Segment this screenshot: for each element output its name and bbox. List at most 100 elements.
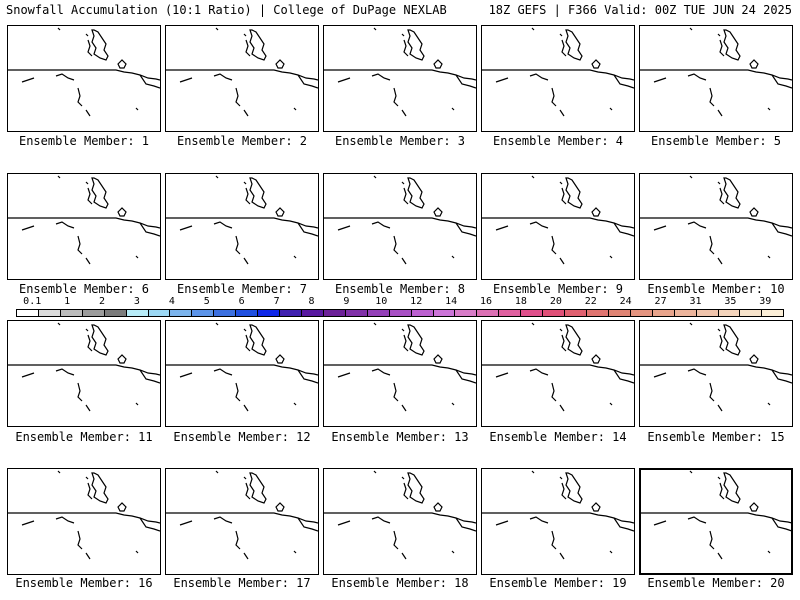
snowfall-color-scale <box>16 309 784 317</box>
legend-swatch <box>630 310 653 316</box>
ensemble-map-panel <box>7 468 161 575</box>
legend-swatch <box>565 310 587 316</box>
legend-swatch <box>477 310 500 316</box>
ensemble-map-panel <box>481 25 635 132</box>
legend-swatch <box>104 310 127 316</box>
legend-tick-label: 1 <box>64 296 71 307</box>
ensemble-map-panel <box>323 468 477 575</box>
ensemble-map-panel <box>165 320 319 427</box>
legend-tick-label: 24 <box>619 296 632 307</box>
legend-tick-label: 6 <box>238 296 245 307</box>
ensemble-member-label: Ensemble Member: 20 <box>647 576 785 590</box>
ensemble-map-panel <box>639 173 793 280</box>
legend-tick-label: 3 <box>133 296 140 307</box>
ensemble-member-label: Ensemble Member: 7 <box>176 282 308 296</box>
map-title: Snowfall Accumulation (10:1 Ratio) | Col… <box>6 3 447 17</box>
ensemble-map-panel <box>323 320 477 427</box>
ensemble-member-label: Ensemble Member: 13 <box>331 430 469 444</box>
legend-tick-label: 4 <box>168 296 175 307</box>
legend-swatch <box>608 310 631 316</box>
coastline-map <box>640 470 792 560</box>
legend-tick-label: 20 <box>549 296 562 307</box>
legend-swatch <box>82 310 105 316</box>
ensemble-member-label: Ensemble Member: 12 <box>173 430 311 444</box>
legend-tick-label: 12 <box>410 296 423 307</box>
legend-swatch <box>499 310 522 316</box>
ensemble-member-label: Ensemble Member: 3 <box>334 134 466 148</box>
coastline-map <box>482 322 634 412</box>
legend-swatch <box>323 310 346 316</box>
coastline-map <box>166 470 318 560</box>
ensemble-member-label: Ensemble Member: 15 <box>647 430 785 444</box>
legend-swatch <box>170 310 193 316</box>
coastline-map <box>8 175 160 265</box>
legend-swatch <box>60 310 83 316</box>
coastline-map <box>482 470 634 560</box>
coastline-map <box>166 175 318 265</box>
legend-tick-label: 22 <box>584 296 597 307</box>
legend-tick-label: 9 <box>343 296 350 307</box>
legend-swatch <box>389 310 412 316</box>
legend-swatch <box>543 310 566 316</box>
coastline-map <box>640 175 792 265</box>
legend-swatch <box>38 310 61 316</box>
legend-swatch <box>521 310 544 316</box>
legend-tick-label: 2 <box>99 296 106 307</box>
legend-tick-label: 8 <box>308 296 315 307</box>
legend-swatch <box>126 310 149 316</box>
coastline-map <box>324 175 476 265</box>
legend-tick-label: 31 <box>689 296 702 307</box>
legend-tick-label: 27 <box>654 296 667 307</box>
legend-tick-label: 10 <box>375 296 388 307</box>
coastline-map <box>324 27 476 117</box>
coastline-map <box>324 322 476 412</box>
legend-tick-label: 5 <box>203 296 210 307</box>
legend-swatch <box>301 310 324 316</box>
ensemble-map-panel <box>7 25 161 132</box>
ensemble-map-panel <box>323 25 477 132</box>
legend-swatch <box>586 310 609 316</box>
legend-swatch <box>455 310 478 316</box>
legend-swatch <box>214 310 237 316</box>
legend-swatch <box>652 310 675 316</box>
ensemble-member-label: Ensemble Member: 16 <box>15 576 153 590</box>
ensemble-member-label: Ensemble Member: 9 <box>492 282 624 296</box>
legend-tick-label: 7 <box>273 296 280 307</box>
legend-swatch <box>236 310 259 316</box>
ensemble-member-label: Ensemble Member: 18 <box>331 576 469 590</box>
legend-swatch <box>17 310 39 316</box>
legend-tick-label: 18 <box>514 296 527 307</box>
ensemble-map-panel <box>481 320 635 427</box>
legend-tick-label: 0.1 <box>23 296 42 307</box>
ensemble-map-panel <box>639 320 793 427</box>
legend-swatch <box>367 310 390 316</box>
coastline-map <box>166 322 318 412</box>
ensemble-member-label: Ensemble Member: 19 <box>489 576 627 590</box>
ensemble-member-label: Ensemble Member: 11 <box>15 430 153 444</box>
ensemble-map-panel <box>323 173 477 280</box>
legend-swatch <box>718 310 741 316</box>
ensemble-map-panel <box>639 25 793 132</box>
ensemble-map-panel <box>481 173 635 280</box>
legend-tick-label: 35 <box>724 296 737 307</box>
legend-swatch <box>411 310 434 316</box>
coastline-map <box>8 27 160 117</box>
coastline-map <box>324 470 476 560</box>
legend-swatch <box>740 310 763 316</box>
legend-tick-label: 14 <box>445 296 458 307</box>
ensemble-member-label: Ensemble Member: 17 <box>173 576 311 590</box>
legend-swatch <box>345 310 368 316</box>
ensemble-map-panel <box>7 320 161 427</box>
ensemble-member-label: Ensemble Member: 4 <box>492 134 624 148</box>
ensemble-map-panel <box>7 173 161 280</box>
ensemble-map-panel <box>639 468 793 575</box>
ensemble-member-label: Ensemble Member: 1 <box>18 134 150 148</box>
legend-swatch <box>433 310 456 316</box>
legend-swatch <box>258 310 281 316</box>
ensemble-map-panel <box>165 25 319 132</box>
ensemble-map-panel <box>165 173 319 280</box>
legend-swatch <box>674 310 697 316</box>
coastline-map <box>640 322 792 412</box>
ensemble-member-label: Ensemble Member: 2 <box>176 134 308 148</box>
legend-swatch <box>148 310 171 316</box>
